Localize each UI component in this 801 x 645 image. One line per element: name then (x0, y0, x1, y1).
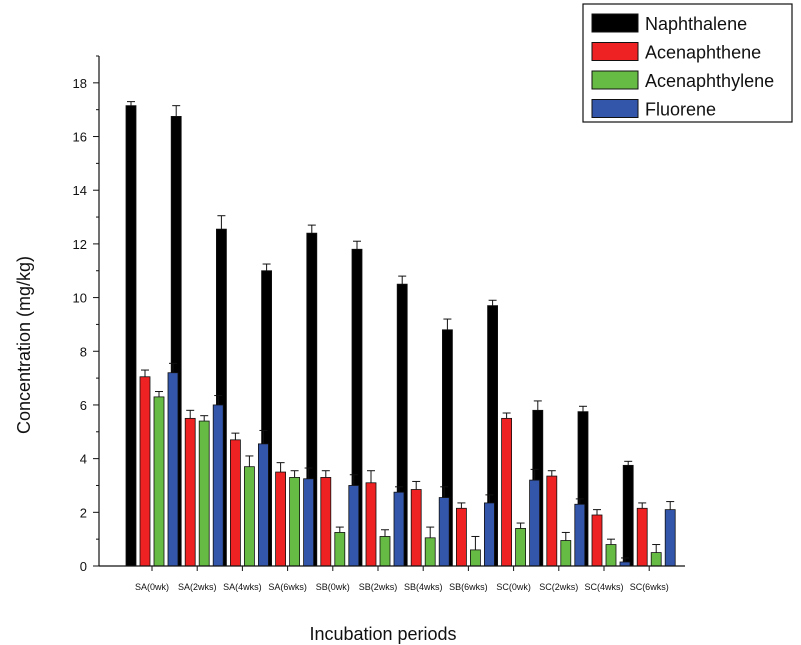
bar-acenaphthene-1 (184, 417, 196, 567)
bar-fluorene-3 (303, 478, 315, 567)
bar-fluorene-7 (483, 502, 495, 567)
legend-label-naphthalene: Naphthalene (645, 14, 747, 34)
x-tick-label-7: SB(6wks) (449, 582, 488, 592)
y-axis-title: Concentration (mg/kg) (14, 256, 34, 434)
x-tick-label-4: SB(0wk) (316, 582, 350, 592)
x-tick-label-1: SA(2wks) (178, 582, 217, 592)
bar-acenaphthylene-9 (560, 540, 572, 567)
bar-fluorene-0 (167, 372, 179, 567)
bar-fluorene-9 (574, 503, 586, 567)
legend-label-acenaphthylene: Acenaphthylene (645, 71, 774, 91)
bar-acenaphthene-4 (320, 477, 332, 567)
bar-acenaphthylene-6 (424, 537, 436, 567)
bar-acenaphthene-11 (636, 507, 648, 567)
bar-fluorene-8 (529, 479, 540, 567)
bar-acenaphthene-8 (501, 417, 513, 567)
bar-acenaphthylene-8 (515, 528, 526, 567)
x-tick-label-8: SC(0wk) (496, 582, 531, 592)
y-tick-label-10: 10 (73, 291, 87, 306)
bar-fluorene-1 (212, 404, 224, 567)
x-tick-label-6: SB(4wks) (404, 582, 443, 592)
bar-acenaphthylene-0 (153, 396, 165, 567)
y-tick-label-6: 6 (80, 398, 87, 413)
bar-acenaphthylene-4 (334, 532, 346, 567)
bar-acenaphthene-3 (275, 471, 287, 567)
legend-swatch-naphthalene (591, 13, 639, 33)
bar-acenaphthene-10 (591, 514, 603, 567)
y-tick-label-0: 0 (80, 559, 87, 574)
bar-acenaphthylene-3 (289, 477, 301, 567)
y-tick-label-16: 16 (73, 130, 87, 145)
bars-layer (125, 101, 676, 567)
legend-label-fluorene: Fluorene (645, 100, 716, 120)
x-tick-label-2: SA(4wks) (223, 582, 262, 592)
legend: Naphthalene Acenaphthene Acenaphthylene Flu… (582, 3, 793, 123)
bar-naphthalene-11 (622, 464, 634, 567)
x-tick-label-5: SB(2wks) (359, 582, 398, 592)
legend-swatch-fluorene (591, 99, 639, 118)
axes-layer (93, 55, 685, 571)
y-tick-label-4: 4 (80, 452, 87, 467)
y-tick-label-8: 8 (80, 344, 87, 359)
x-tick-label-0: SA(0wk) (135, 582, 169, 592)
bar-acenaphthene-7 (455, 507, 467, 567)
y-tick-label-18: 18 (73, 76, 87, 91)
legend-label-acenaphthene: Acenaphthene (645, 43, 761, 63)
bar-fluorene-2 (257, 443, 269, 567)
bar-acenaphthylene-1 (198, 420, 210, 567)
bar-acenaphthene-0 (139, 376, 151, 567)
bar-fluorene-6 (438, 497, 450, 567)
bar-fluorene-11 (664, 509, 676, 567)
bar-acenaphthylene-7 (469, 549, 481, 567)
bar-acenaphthene-9 (546, 475, 558, 567)
labels-layer: 0 2 4 6 8 10 12 14 16 18 SA(0wk) SA(2wks) SA(4wks) SA… (73, 76, 669, 592)
bar-acenaphthylene-10 (605, 544, 617, 567)
bar-acenaphthylene-5 (379, 536, 391, 567)
y-tick-label-2: 2 (80, 505, 87, 520)
bar-fluorene-4 (348, 485, 360, 567)
bar-acenaphthylene-11 (650, 552, 662, 567)
x-axis-title: Incubation periods (309, 624, 456, 644)
y-tick-label-14: 14 (73, 183, 87, 198)
y-tick-label-12: 12 (73, 237, 87, 252)
bar-acenaphthylene-2 (243, 466, 255, 567)
x-tick-label-3: SA(6wks) (268, 582, 307, 592)
x-tick-label-9: SC(2wks) (539, 582, 578, 592)
bar-acenaphthene-6 (410, 489, 422, 567)
bar-acenaphthene-5 (365, 482, 377, 567)
x-tick-label-10: SC(4wks) (584, 582, 623, 592)
legend-swatch-acenaphthene (591, 42, 639, 61)
bar-naphthalene-0 (125, 105, 137, 567)
bar-fluorene-10 (619, 561, 631, 567)
legend-swatch-acenaphthylene (591, 70, 639, 90)
x-tick-label-11: SC(6wks) (630, 582, 669, 592)
bar-acenaphthene-2 (229, 439, 241, 567)
bar-fluorene-5 (393, 491, 405, 567)
